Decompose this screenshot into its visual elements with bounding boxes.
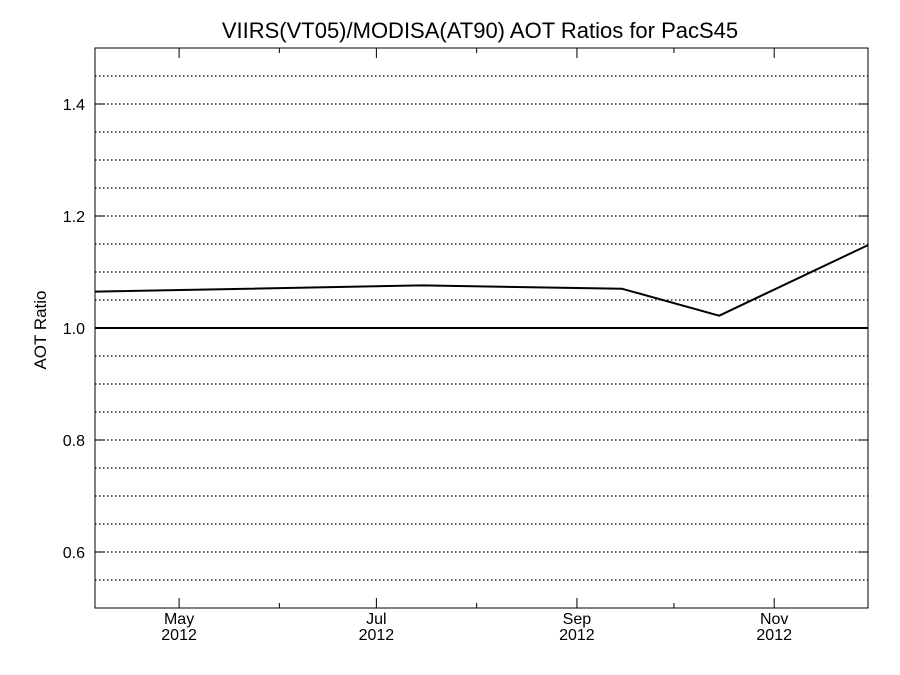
y-tick-label: 1.4 [63, 97, 85, 114]
x-tick-label-year: 2012 [559, 627, 595, 644]
x-tick-label-month: Sep [563, 611, 592, 628]
chart-title: VIIRS(VT05)/MODISA(AT90) AOT Ratios for … [222, 18, 738, 43]
series-group [94, 244, 869, 317]
y-tick-label: 0.6 [63, 545, 85, 562]
axes [94, 47, 869, 609]
x-tick-label-year: 2012 [359, 627, 395, 644]
x-tick-label-month: May [164, 611, 194, 628]
y-axis-label: AOT Ratio [31, 290, 50, 369]
tick-labels: 0.60.81.01.21.4May2012Jul2012Sep2012Nov2… [63, 97, 792, 644]
x-tick-label-year: 2012 [161, 627, 197, 644]
series-line [94, 244, 869, 317]
y-tick-label: 0.8 [63, 433, 85, 450]
x-tick-label-month: Jul [366, 611, 386, 628]
x-tick-label-year: 2012 [756, 627, 792, 644]
grid-lines [95, 75, 868, 581]
x-tick-label-month: Nov [760, 611, 788, 628]
y-tick-label: 1.2 [63, 209, 85, 226]
y-tick-label: 1.0 [63, 321, 85, 338]
